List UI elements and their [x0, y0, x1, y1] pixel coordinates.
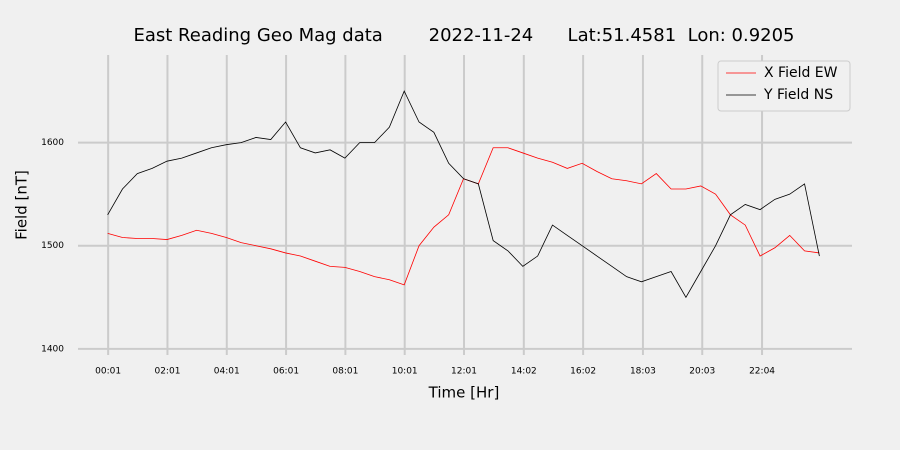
y-tick-label: 1600: [41, 138, 64, 148]
x-tick-label: 00:01: [95, 367, 121, 377]
x-tick-label: 18:03: [630, 367, 656, 377]
x-tick-label: 14:02: [511, 367, 537, 377]
legend-label: X Field EW: [764, 65, 838, 81]
x-tick-label: 02:01: [154, 367, 180, 377]
x-tick-label: 08:01: [332, 367, 358, 377]
y-tick-label: 1500: [41, 241, 64, 251]
data-line: [107, 90, 820, 299]
x-tick-label: 06:01: [273, 367, 299, 377]
x-tick-label: 22:04: [749, 367, 775, 377]
legend: X Field EW Y Field NS: [717, 60, 851, 112]
x-axis-label: Time [Hr]: [428, 384, 500, 402]
legend-box: [717, 60, 851, 112]
y-tick-label: 1400: [41, 344, 64, 354]
legend-label: Y Field NS: [763, 87, 833, 103]
x-tick-label: 04:01: [214, 367, 240, 377]
x-tick-label: 12:01: [451, 367, 477, 377]
x-tick-label: 16:02: [570, 367, 596, 377]
chart-title: East Reading Geo Mag data 2022-11-24 Lat…: [133, 25, 794, 46]
x-tick-label: 20:03: [689, 367, 715, 377]
y-axis-label: Field [nT]: [13, 170, 31, 240]
x-tick-label: 10:01: [392, 367, 418, 377]
